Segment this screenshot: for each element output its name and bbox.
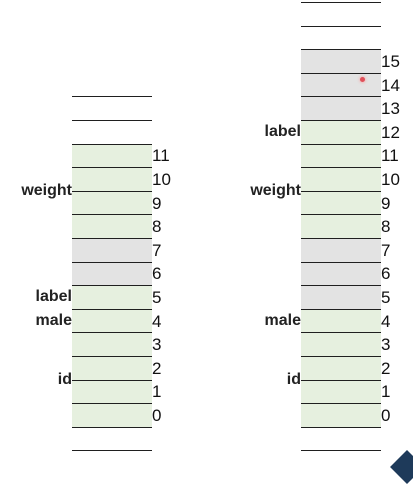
stack-cell — [301, 332, 381, 356]
byte-index-label: 8 — [381, 217, 391, 237]
stack-cell — [72, 403, 152, 427]
stack-cell — [301, 2, 381, 26]
stack-cell — [72, 261, 152, 286]
stack-cell — [72, 238, 152, 262]
byte-index-label: 6 — [152, 264, 162, 284]
stack-cell — [301, 72, 381, 97]
byte-index-label: 0 — [381, 406, 391, 425]
stack-cell — [72, 190, 152, 215]
stack-cell — [72, 167, 152, 191]
byte-index-label: 10 — [381, 170, 400, 189]
left-memory-stack: 0 1 2 3 4 5 6 7 8 9 10 11 id male label weight — [21, 96, 171, 474]
byte-index-label: 9 — [152, 193, 162, 213]
byte-index-label: 6 — [381, 264, 391, 284]
cursor-dot — [360, 77, 365, 82]
stack-cell — [301, 403, 381, 427]
byte-index-label: 1 — [381, 382, 391, 402]
stack-cell — [301, 25, 381, 50]
byte-index-label: 0 — [152, 406, 162, 425]
byte-index-label: 8 — [152, 217, 162, 237]
stack-cell — [72, 285, 152, 309]
stack-cell — [301, 356, 381, 380]
stack-cell — [72, 356, 152, 380]
field-label: label — [35, 288, 72, 305]
stack-cell — [301, 96, 381, 120]
byte-index-label: 13 — [381, 99, 400, 119]
byte-index-label: 7 — [381, 240, 391, 260]
byte-index-label: 11 — [381, 146, 399, 166]
byte-index-label: 9 — [381, 193, 391, 213]
byte-index-label: 4 — [381, 311, 391, 331]
byte-index-label: 10 — [152, 170, 171, 189]
stack-cell — [301, 120, 381, 144]
stack-cell — [301, 49, 381, 73]
byte-index-label: 4 — [152, 311, 162, 331]
field-label: weight — [250, 181, 301, 199]
byte-index-label: 12 — [381, 122, 400, 142]
field-label: male — [35, 311, 72, 329]
byte-index-label: 11 — [152, 146, 170, 166]
stack-cell — [301, 214, 381, 238]
stack-cell — [301, 379, 381, 404]
byte-index-label: 14 — [381, 75, 400, 95]
byte-index-label: 7 — [152, 240, 162, 260]
stack-cell — [72, 308, 152, 333]
stack-cell — [301, 190, 381, 215]
byte-index-label: 15 — [381, 52, 400, 71]
byte-index-label: 5 — [381, 288, 391, 307]
byte-index-label: 3 — [152, 335, 162, 355]
stack-cell — [301, 238, 381, 262]
stack-cell — [72, 426, 152, 451]
stack-cell — [72, 379, 152, 404]
field-label: id — [286, 370, 301, 388]
stack-cell — [72, 143, 152, 168]
stack-cell — [301, 426, 381, 451]
byte-index-label: 3 — [381, 335, 391, 355]
stack-cell — [72, 332, 152, 356]
stack-cell — [72, 96, 152, 120]
stack-cell — [72, 120, 152, 144]
field-label: id — [57, 370, 72, 388]
field-label: label — [264, 122, 301, 140]
stack-cell — [301, 143, 381, 168]
stack-cell — [72, 214, 152, 238]
byte-index-label: 2 — [381, 358, 391, 378]
byte-index-label: 1 — [152, 382, 162, 402]
stack-cell — [301, 261, 381, 286]
stack-cell — [301, 450, 381, 474]
stack-cell — [72, 450, 152, 474]
stack-cell — [301, 308, 381, 333]
field-label: weight — [21, 181, 72, 199]
right-memory-stack: 0 1 2 3 4 5 6 7 8 9 10 11 12 13 14 15 id male weight label — [250, 2, 400, 474]
stack-cell — [301, 167, 381, 191]
byte-index-label: 2 — [152, 358, 162, 378]
stack-cell — [301, 285, 381, 309]
field-label: male — [264, 311, 301, 329]
byte-index-label: 5 — [152, 288, 162, 307]
